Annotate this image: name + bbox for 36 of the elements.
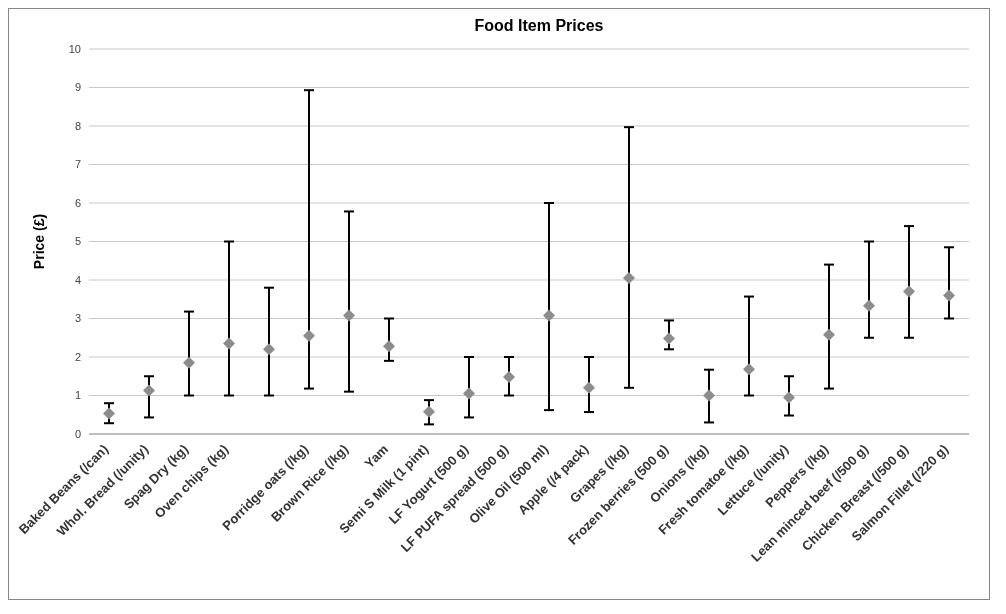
point — [903, 285, 915, 298]
point — [703, 389, 715, 402]
point — [223, 337, 235, 350]
point — [663, 332, 675, 345]
point — [103, 407, 115, 420]
y-tick-label: 5 — [74, 235, 81, 248]
point — [503, 371, 515, 384]
y-tick-label: 3 — [74, 312, 81, 325]
point — [183, 356, 195, 369]
point — [823, 328, 835, 341]
y-tick-label: 4 — [74, 273, 81, 286]
point — [783, 391, 795, 404]
x-tick-label: Yam — [361, 441, 392, 472]
y-tick-label: 2 — [74, 350, 81, 363]
point — [343, 309, 355, 322]
chart-title: Food Item Prices — [473, 17, 605, 35]
point — [303, 329, 315, 342]
point — [143, 384, 155, 397]
y-tick-label: 8 — [74, 119, 81, 132]
point — [383, 340, 395, 353]
y-tick-label: 10 — [68, 42, 81, 55]
point — [543, 309, 555, 322]
point — [623, 272, 635, 285]
point — [463, 387, 475, 400]
point — [743, 363, 755, 376]
point — [583, 381, 595, 394]
point — [263, 343, 275, 356]
y-tick-label: 9 — [74, 81, 81, 94]
point — [863, 299, 875, 312]
y-tick-label: 0 — [74, 427, 81, 440]
y-tick-label: 1 — [74, 389, 81, 402]
point — [423, 405, 435, 418]
y-tick-label: 7 — [74, 158, 81, 171]
y-axis-title: Price (£) — [30, 213, 47, 270]
y-tick-label: 6 — [74, 196, 81, 209]
point — [943, 289, 955, 302]
